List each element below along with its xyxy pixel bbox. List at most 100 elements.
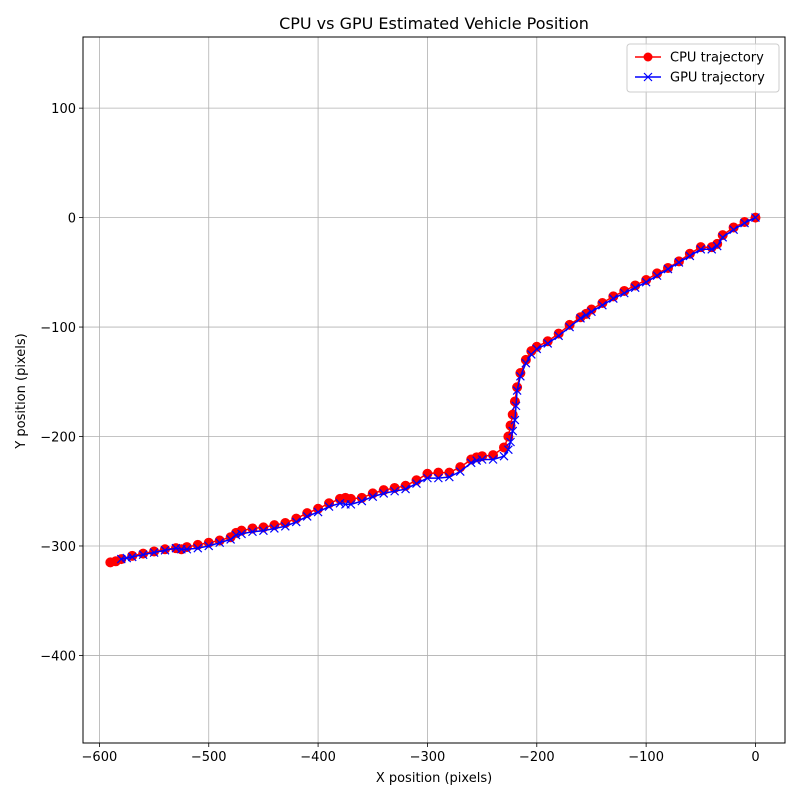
x-tick-label: −100 (628, 750, 664, 765)
data-point-circle (247, 523, 258, 534)
data-point-x (554, 331, 564, 341)
data-point-x (712, 241, 722, 251)
data-point-x (740, 218, 749, 228)
data-point-x (423, 473, 432, 483)
data-point-x (412, 479, 421, 489)
data-point-x (521, 358, 531, 368)
data-point-x (608, 294, 618, 304)
data-point-x (512, 386, 522, 395)
legend-entry: CPU trajectory (635, 51, 764, 66)
data-point-x (324, 502, 334, 511)
data-point-x (729, 225, 739, 235)
data-point-circle (455, 462, 466, 473)
legend-marker-x (643, 72, 653, 82)
data-point-x (193, 543, 203, 553)
data-point-x (630, 283, 640, 293)
plot-frame (82, 36, 786, 744)
data-point-x (641, 277, 651, 287)
y-tick-label: 100 (51, 102, 76, 117)
data-point-x (341, 499, 350, 509)
data-point-circle (695, 242, 706, 253)
data-point-x (269, 524, 279, 533)
data-point-x (171, 543, 181, 553)
data-point-x (511, 401, 521, 411)
data-point-circle (564, 319, 575, 330)
legend: CPU trajectory GPU trajectory (626, 43, 780, 93)
data-point-x (597, 300, 607, 310)
data-point-x (291, 517, 301, 527)
data-point-x (335, 498, 345, 508)
data-point-x (503, 445, 513, 455)
data-point-x (466, 458, 476, 468)
data-point-x (258, 526, 268, 536)
data-point-x (685, 251, 695, 261)
data-point-x (499, 451, 509, 461)
data-point-x (401, 484, 410, 494)
x-axis-label: X position (pixels) (376, 771, 492, 786)
x-tick-label: −400 (300, 750, 336, 765)
data-point-x (587, 307, 596, 317)
x-tick-label: −500 (191, 750, 227, 765)
data-point-x (122, 553, 132, 563)
data-point-x (472, 456, 482, 466)
data-point-x (231, 530, 241, 540)
data-point-x (215, 538, 225, 548)
y-tick-label: −400 (40, 649, 76, 664)
data-point-x (718, 232, 728, 242)
data-point-x (674, 258, 684, 267)
data-point-x (506, 437, 515, 447)
data-point-x (149, 548, 159, 557)
data-point-x (510, 415, 520, 425)
data-point-x (663, 264, 673, 274)
data-point-circle (717, 230, 728, 241)
data-point-x (368, 492, 378, 502)
data-point-x (237, 529, 246, 539)
data-point-x (619, 288, 629, 298)
series-layer (105, 212, 761, 568)
y-tick-label: 0 (68, 212, 76, 227)
data-point-x (576, 313, 585, 323)
data-point-x (515, 371, 525, 381)
y-tick-label: −300 (40, 540, 76, 555)
y-axis-label: Y position (pixels) (14, 333, 29, 449)
data-point-x (751, 213, 760, 223)
data-point-x (302, 511, 312, 521)
y-tick-label: −100 (40, 321, 76, 336)
data-point-x (444, 472, 454, 482)
x-tick-label: −600 (82, 750, 118, 765)
data-point-x (313, 507, 323, 517)
y-tick-label: −200 (40, 431, 76, 446)
data-point-circle (542, 336, 553, 347)
data-point-x (379, 489, 389, 498)
legend-box (626, 43, 780, 93)
data-point-circle (105, 557, 116, 568)
chart-title: CPU vs GPU Estimated Vehicle Position (279, 14, 589, 33)
data-point-x (526, 350, 536, 359)
data-point-x (565, 322, 575, 332)
legend-marker-circle (643, 52, 653, 62)
data-point-circle (553, 328, 564, 339)
data-point-x (543, 339, 553, 348)
data-point-x (280, 521, 290, 531)
x-tick-label: −300 (410, 750, 446, 765)
data-point-x (488, 455, 498, 464)
data-point-x (707, 244, 717, 254)
data-point-x (176, 544, 186, 554)
data-point-x (455, 467, 465, 476)
data-point-x (138, 550, 148, 560)
data-point-x (696, 244, 706, 254)
x-axis-ticks: −600 −500 −400 −300 −200 −100 0 (82, 743, 760, 765)
legend-label: GPU trajectory (670, 71, 765, 86)
legend-label: CPU trajectory (670, 51, 764, 66)
x-tick-label: 0 (751, 750, 759, 765)
data-point-circle (433, 467, 444, 478)
data-point-x (581, 310, 591, 320)
data-point-x (508, 426, 518, 436)
y-axis-ticks: 100 0 −100 −200 −300 −400 (40, 102, 83, 664)
data-point-x (477, 455, 487, 464)
data-point-x (433, 473, 443, 483)
data-point-x (204, 541, 214, 551)
data-point-x (226, 534, 236, 544)
